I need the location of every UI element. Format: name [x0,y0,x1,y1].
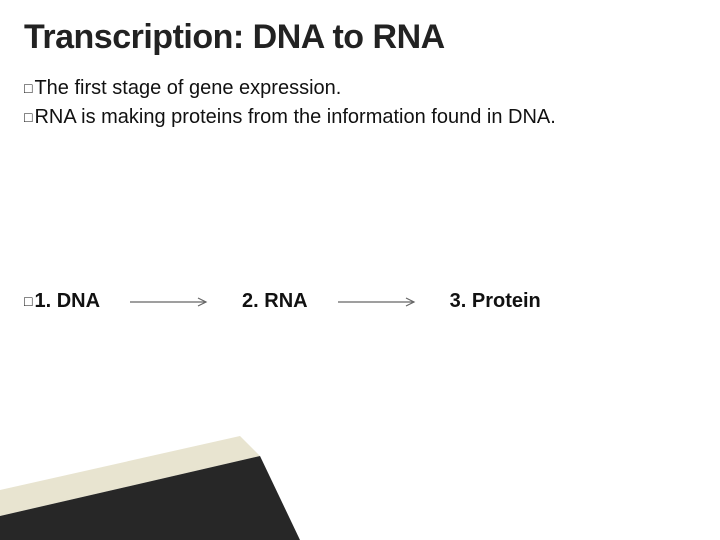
flow-step: 3. Protein [450,290,541,313]
slide-title: Transcription: DNA to RNA [24,18,696,57]
bullet-item: □RNA is making proteins from the informa… [24,104,696,131]
bullet-prefix: RNA [34,106,75,128]
flow-prefix: 1. [34,290,51,312]
decorative-wedge-icon [0,430,340,540]
wedge-light [0,436,260,516]
flow-label: DNA [51,290,100,312]
arrow-icon [336,296,422,308]
bullet-text: first stage of gene expression. [69,77,341,99]
flow-step: 2. RNA [242,290,308,313]
bullet-text: is making proteins from the information … [76,106,556,128]
arrow-icon [128,296,214,308]
flow-row: □1. DNA 2. RNA 3. Protein [24,290,541,313]
bullet-item: □The first stage of gene expression. [24,75,696,102]
slide: Transcription: DNA to RNA □The first sta… [0,0,720,540]
bullet-glyph-icon: □ [24,79,32,98]
bullet-glyph-icon: □ [24,293,32,309]
flow-step: □1. DNA [24,290,100,313]
wedge-dark [0,456,300,540]
bullet-list: □The first stage of gene expression. □RN… [24,75,696,131]
flow-label: 2. RNA [242,290,308,312]
bullet-glyph-icon: □ [24,108,32,127]
flow-label: 3. Protein [450,290,541,312]
bullet-prefix: The [34,77,68,99]
